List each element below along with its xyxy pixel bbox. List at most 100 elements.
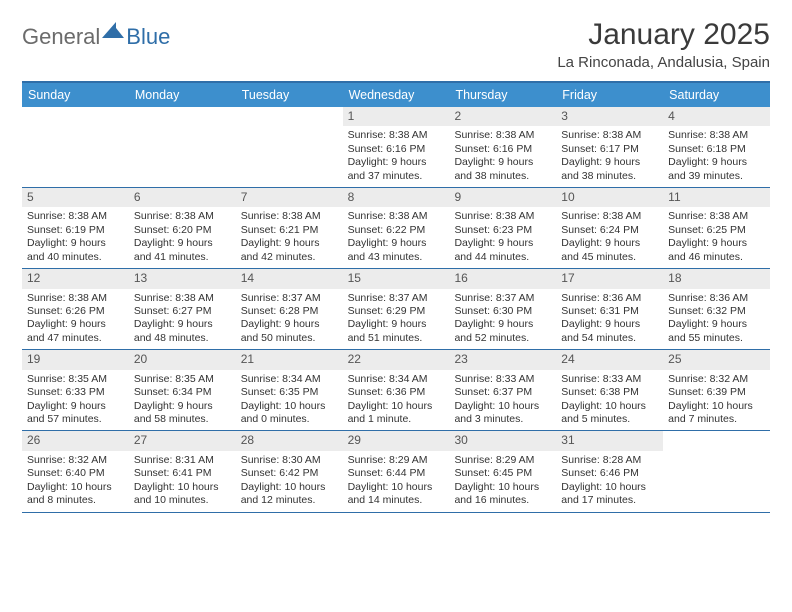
month-title: January 2025 — [557, 18, 770, 52]
cell-body: Sunrise: 8:38 AMSunset: 6:20 PMDaylight:… — [129, 207, 236, 268]
sunrise-line: Sunrise: 8:38 AM — [134, 292, 231, 305]
daylight-line: Daylight: 9 hours and 40 minutes. — [27, 237, 124, 264]
sunrise-line: Sunrise: 8:38 AM — [454, 210, 551, 223]
cell-body: Sunrise: 8:32 AMSunset: 6:39 PMDaylight:… — [663, 370, 770, 431]
sunset-line: Sunset: 6:37 PM — [454, 386, 551, 399]
day-header: Sunday — [22, 83, 129, 107]
sunset-line: Sunset: 6:39 PM — [668, 386, 765, 399]
day-number: 5 — [22, 188, 129, 207]
daylight-line: Daylight: 10 hours and 8 minutes. — [27, 481, 124, 508]
cell-body: Sunrise: 8:38 AMSunset: 6:21 PMDaylight:… — [236, 207, 343, 268]
sunrise-line: Sunrise: 8:35 AM — [27, 373, 124, 386]
day-number: 6 — [129, 188, 236, 207]
sunset-line: Sunset: 6:30 PM — [454, 305, 551, 318]
sunrise-line: Sunrise: 8:28 AM — [561, 454, 658, 467]
cell-body: Sunrise: 8:34 AMSunset: 6:36 PMDaylight:… — [343, 370, 450, 431]
cell-body: Sunrise: 8:38 AMSunset: 6:26 PMDaylight:… — [22, 289, 129, 350]
sunset-line: Sunset: 6:26 PM — [27, 305, 124, 318]
sunrise-line: Sunrise: 8:35 AM — [134, 373, 231, 386]
calendar-cell: 31Sunrise: 8:28 AMSunset: 6:46 PMDayligh… — [556, 431, 663, 511]
calendar-cell: 10Sunrise: 8:38 AMSunset: 6:24 PMDayligh… — [556, 188, 663, 268]
sunrise-line: Sunrise: 8:30 AM — [241, 454, 338, 467]
calendar-cell: 29Sunrise: 8:29 AMSunset: 6:44 PMDayligh… — [343, 431, 450, 511]
cell-body: Sunrise: 8:38 AMSunset: 6:16 PMDaylight:… — [343, 126, 450, 187]
calendar-cell: . — [22, 107, 129, 187]
calendar-cell: 9Sunrise: 8:38 AMSunset: 6:23 PMDaylight… — [449, 188, 556, 268]
cell-body: Sunrise: 8:38 AMSunset: 6:19 PMDaylight:… — [22, 207, 129, 268]
sunrise-line: Sunrise: 8:32 AM — [27, 454, 124, 467]
calendar-week: 26Sunrise: 8:32 AMSunset: 6:40 PMDayligh… — [22, 431, 770, 512]
daylight-line: Daylight: 9 hours and 43 minutes. — [348, 237, 445, 264]
cell-body: Sunrise: 8:38 AMSunset: 6:22 PMDaylight:… — [343, 207, 450, 268]
daylight-line: Daylight: 10 hours and 3 minutes. — [454, 400, 551, 427]
sunrise-line: Sunrise: 8:37 AM — [241, 292, 338, 305]
calendar-cell: 19Sunrise: 8:35 AMSunset: 6:33 PMDayligh… — [22, 350, 129, 430]
cell-body: Sunrise: 8:38 AMSunset: 6:27 PMDaylight:… — [129, 289, 236, 350]
day-header: Friday — [556, 83, 663, 107]
sunset-line: Sunset: 6:34 PM — [134, 386, 231, 399]
daylight-line: Daylight: 9 hours and 54 minutes. — [561, 318, 658, 345]
day-number: 14 — [236, 269, 343, 288]
sunrise-line: Sunrise: 8:38 AM — [27, 292, 124, 305]
day-number: 30 — [449, 431, 556, 450]
daylight-line: Daylight: 10 hours and 17 minutes. — [561, 481, 658, 508]
sunrise-line: Sunrise: 8:38 AM — [561, 210, 658, 223]
cell-body: Sunrise: 8:35 AMSunset: 6:33 PMDaylight:… — [22, 370, 129, 431]
day-number: 11 — [663, 188, 770, 207]
sunrise-line: Sunrise: 8:31 AM — [134, 454, 231, 467]
day-number: 20 — [129, 350, 236, 369]
sunset-line: Sunset: 6:42 PM — [241, 467, 338, 480]
calendar-cell: 16Sunrise: 8:37 AMSunset: 6:30 PMDayligh… — [449, 269, 556, 349]
sunrise-line: Sunrise: 8:38 AM — [561, 129, 658, 142]
calendar-cell: 23Sunrise: 8:33 AMSunset: 6:37 PMDayligh… — [449, 350, 556, 430]
sunset-line: Sunset: 6:31 PM — [561, 305, 658, 318]
calendar-page: General Blue January 2025 La Rinconada, … — [0, 0, 792, 531]
calendar-cell: 12Sunrise: 8:38 AMSunset: 6:26 PMDayligh… — [22, 269, 129, 349]
daylight-line: Daylight: 10 hours and 14 minutes. — [348, 481, 445, 508]
calendar-cell: 8Sunrise: 8:38 AMSunset: 6:22 PMDaylight… — [343, 188, 450, 268]
calendar-cell: 15Sunrise: 8:37 AMSunset: 6:29 PMDayligh… — [343, 269, 450, 349]
sunset-line: Sunset: 6:36 PM — [348, 386, 445, 399]
calendar-cell: . — [129, 107, 236, 187]
sunset-line: Sunset: 6:25 PM — [668, 224, 765, 237]
daylight-line: Daylight: 9 hours and 42 minutes. — [241, 237, 338, 264]
calendar-week: 12Sunrise: 8:38 AMSunset: 6:26 PMDayligh… — [22, 269, 770, 350]
cell-body: Sunrise: 8:38 AMSunset: 6:17 PMDaylight:… — [556, 126, 663, 187]
calendar-cell: . — [236, 107, 343, 187]
day-number: 7 — [236, 188, 343, 207]
calendar-cell: 28Sunrise: 8:30 AMSunset: 6:42 PMDayligh… — [236, 431, 343, 511]
cell-body: Sunrise: 8:38 AMSunset: 6:16 PMDaylight:… — [449, 126, 556, 187]
day-header: Wednesday — [343, 83, 450, 107]
daylight-line: Daylight: 10 hours and 7 minutes. — [668, 400, 765, 427]
day-number: 28 — [236, 431, 343, 450]
calendar-cell: 13Sunrise: 8:38 AMSunset: 6:27 PMDayligh… — [129, 269, 236, 349]
daylight-line: Daylight: 9 hours and 50 minutes. — [241, 318, 338, 345]
day-header: Monday — [129, 83, 236, 107]
day-number: 27 — [129, 431, 236, 450]
calendar-cell: 30Sunrise: 8:29 AMSunset: 6:45 PMDayligh… — [449, 431, 556, 511]
sunrise-line: Sunrise: 8:38 AM — [241, 210, 338, 223]
calendar-cell: 17Sunrise: 8:36 AMSunset: 6:31 PMDayligh… — [556, 269, 663, 349]
daylight-line: Daylight: 9 hours and 44 minutes. — [454, 237, 551, 264]
cell-body: Sunrise: 8:38 AMSunset: 6:23 PMDaylight:… — [449, 207, 556, 268]
daylight-line: Daylight: 10 hours and 16 minutes. — [454, 481, 551, 508]
sunrise-line: Sunrise: 8:34 AM — [348, 373, 445, 386]
page-header: General Blue January 2025 La Rinconada, … — [22, 18, 770, 71]
day-number: 29 — [343, 431, 450, 450]
sunrise-line: Sunrise: 8:38 AM — [668, 129, 765, 142]
sunrise-line: Sunrise: 8:33 AM — [561, 373, 658, 386]
sunrise-line: Sunrise: 8:36 AM — [668, 292, 765, 305]
calendar-week: ...1Sunrise: 8:38 AMSunset: 6:16 PMDayli… — [22, 107, 770, 188]
day-number: 13 — [129, 269, 236, 288]
day-number: 25 — [663, 350, 770, 369]
day-number: 16 — [449, 269, 556, 288]
day-header: Saturday — [663, 83, 770, 107]
daylight-line: Daylight: 9 hours and 37 minutes. — [348, 156, 445, 183]
cell-body: Sunrise: 8:32 AMSunset: 6:40 PMDaylight:… — [22, 451, 129, 512]
sunrise-line: Sunrise: 8:38 AM — [348, 210, 445, 223]
day-number: 19 — [22, 350, 129, 369]
day-number: . — [236, 107, 343, 126]
daylight-line: Daylight: 9 hours and 51 minutes. — [348, 318, 445, 345]
day-number: 12 — [22, 269, 129, 288]
title-block: January 2025 La Rinconada, Andalusia, Sp… — [557, 18, 770, 71]
